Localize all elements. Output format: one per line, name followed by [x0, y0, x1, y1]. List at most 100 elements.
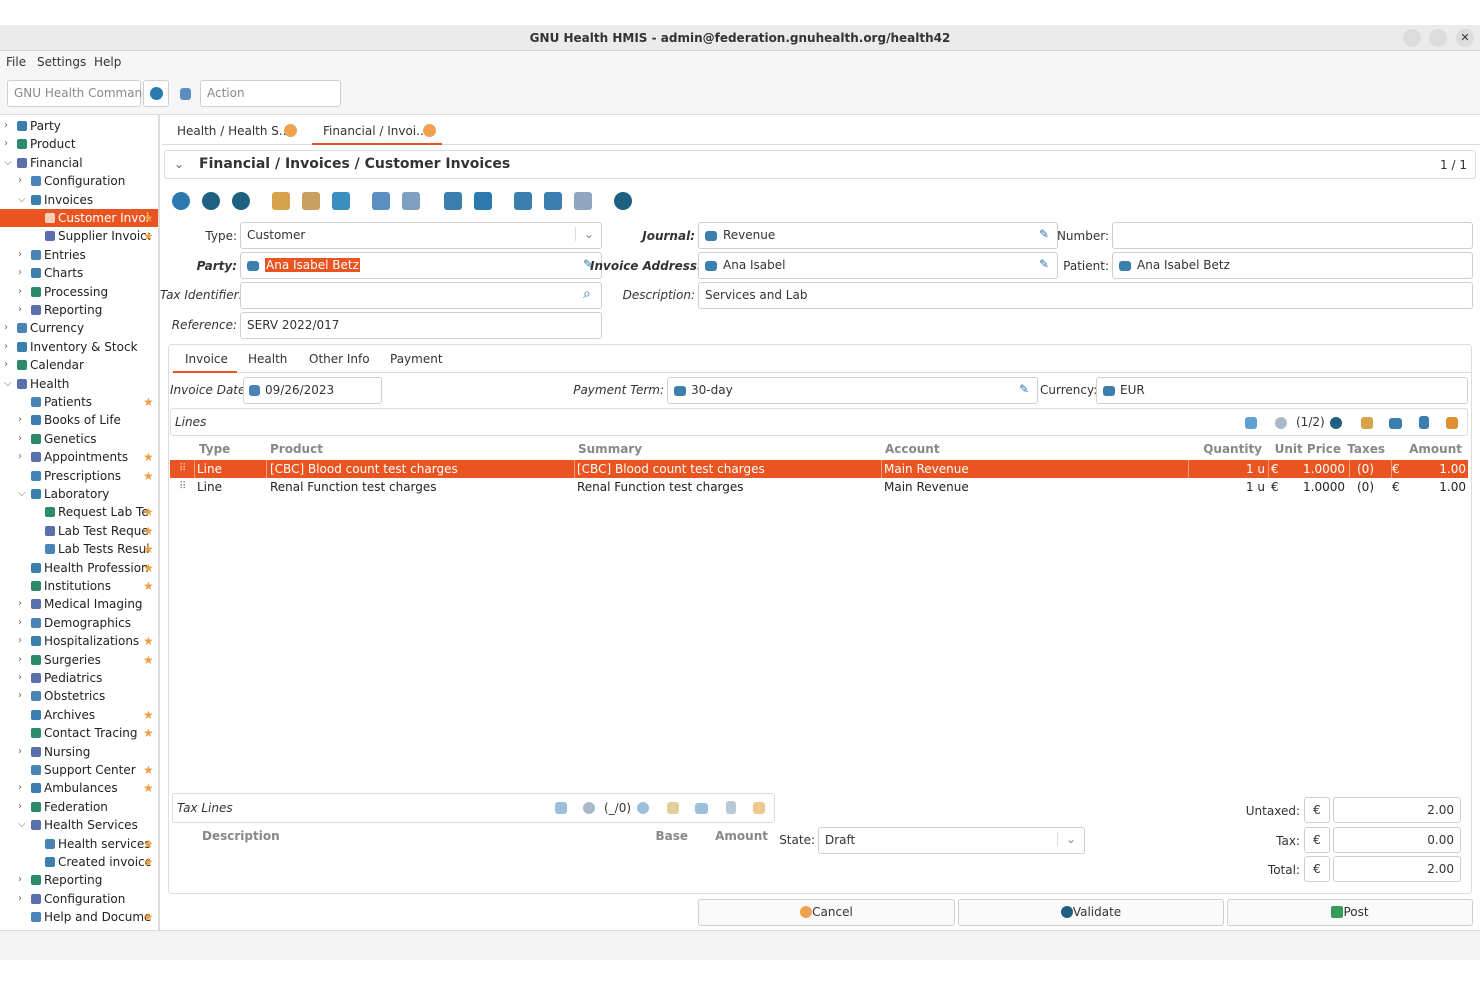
- clear-button[interactable]: ✎: [1039, 257, 1050, 271]
- expander[interactable]: ›: [18, 800, 22, 812]
- subtab[interactable]: Other Info: [309, 352, 370, 366]
- close-button[interactable]: ✕: [1456, 29, 1474, 47]
- menu-item[interactable]: Reporting: [44, 303, 103, 317]
- expander[interactable]: ›: [18, 414, 22, 426]
- menu-item[interactable]: Health: [30, 376, 70, 391]
- menu-item[interactable]: Pediatrics: [44, 671, 103, 685]
- next-button[interactable]: [1330, 417, 1342, 429]
- menu-item[interactable]: Reporting: [44, 873, 103, 888]
- expander[interactable]: ›: [18, 175, 22, 187]
- expander[interactable]: ›: [18, 782, 22, 794]
- menu-item[interactable]: Nursing: [44, 744, 91, 759]
- menu-item[interactable]: Financial: [30, 155, 83, 170]
- toolbar-button[interactable]: [172, 192, 190, 210]
- expander[interactable]: ⌵: [18, 488, 26, 499]
- next-button[interactable]: [637, 802, 649, 814]
- expander[interactable]: ›: [18, 304, 22, 315]
- menu-item[interactable]: Hospitalizations: [44, 634, 140, 649]
- expander[interactable]: ›: [18, 432, 22, 444]
- toolbar-button[interactable]: [402, 192, 420, 210]
- tab[interactable]: Health / Health S...: [177, 124, 291, 138]
- switch-button[interactable]: [1245, 417, 1257, 429]
- expander[interactable]: ⌵: [18, 193, 26, 205]
- expander[interactable]: ›: [4, 359, 8, 371]
- menu-item[interactable]: Ambulances: [44, 781, 118, 796]
- tab-close[interactable]: [423, 124, 436, 137]
- toolbar-button[interactable]: [444, 192, 462, 210]
- expander[interactable]: ›: [4, 120, 8, 131]
- menu-item[interactable]: Configuration: [44, 174, 126, 189]
- dropdown-arrow[interactable]: ⌄: [575, 227, 594, 241]
- expander[interactable]: ›: [18, 672, 22, 683]
- tab[interactable]: Financial / Invoi...: [323, 124, 428, 138]
- menu-item[interactable]: Request Lab Te: [58, 505, 149, 520]
- menu-item[interactable]: Invoices: [44, 192, 94, 207]
- cancel-button[interactable]: Cancel: [698, 899, 955, 926]
- expander[interactable]: ⌵: [4, 156, 12, 168]
- menu-item[interactable]: Genetics: [44, 431, 97, 446]
- toolbar-button[interactable]: [514, 192, 532, 210]
- menu-item[interactable]: Lab Test Reque: [58, 523, 149, 538]
- menu-item[interactable]: Surgeries: [44, 652, 101, 667]
- minimize-button[interactable]: [1403, 29, 1421, 47]
- toolbar-button[interactable]: [574, 192, 592, 210]
- clear-button[interactable]: ✎: [583, 257, 594, 271]
- expander[interactable]: ›: [18, 635, 22, 647]
- menu-item[interactable]: Support Center: [44, 763, 136, 777]
- edit-button[interactable]: [1361, 417, 1373, 429]
- tax-identifier-field[interactable]: ⌕: [240, 282, 602, 309]
- menu-item[interactable]: Entries: [44, 247, 86, 262]
- toolbar-button[interactable]: [474, 192, 492, 210]
- command-input[interactable]: GNU Health Command: [7, 80, 150, 107]
- menu-item[interactable]: Product: [30, 137, 76, 152]
- undo-button[interactable]: [1446, 417, 1458, 429]
- tab-close[interactable]: [284, 124, 297, 137]
- party-field[interactable]: Ana Isabel Betz ✎: [240, 252, 602, 279]
- toolbar-button[interactable]: [202, 192, 220, 210]
- collapse-toggle[interactable]: ⌄: [174, 157, 185, 171]
- toolbar-button[interactable]: [232, 192, 250, 210]
- delete-button[interactable]: [1419, 416, 1429, 429]
- menu-item[interactable]: Inventory & Stock: [30, 339, 138, 354]
- drag-handle[interactable]: ⠿: [179, 481, 187, 493]
- date-field[interactable]: 09/26/2023: [243, 377, 382, 404]
- delete-button[interactable]: [726, 801, 736, 814]
- expander[interactable]: ›: [18, 892, 22, 904]
- action-input[interactable]: Action: [200, 80, 341, 107]
- menu-item[interactable]: Processing: [44, 284, 109, 299]
- patient-field[interactable]: Ana Isabel Betz: [1112, 252, 1473, 279]
- expander[interactable]: ›: [18, 451, 22, 463]
- menu-item[interactable]: Prescriptions: [44, 468, 122, 483]
- menu-item[interactable]: Supplier Invoice: [58, 229, 150, 244]
- menu-item[interactable]: Customer Invoi: [58, 211, 150, 225]
- menu-item[interactable]: Appointments: [44, 450, 129, 465]
- expander[interactable]: ›: [18, 285, 22, 297]
- menu-item[interactable]: Contact Tracing: [44, 726, 138, 741]
- edit-button[interactable]: [667, 802, 679, 814]
- toolbar-button[interactable]: [272, 192, 290, 210]
- menu-item[interactable]: Patients: [44, 395, 93, 409]
- undo-button[interactable]: [753, 802, 765, 814]
- menu-item[interactable]: Institutions: [44, 579, 111, 593]
- toolbar-button[interactable]: [332, 192, 350, 210]
- menu-item[interactable]: Help and Documer: [44, 910, 150, 925]
- expander[interactable]: ›: [18, 598, 22, 610]
- menu-item[interactable]: Created invoice: [58, 855, 150, 869]
- post-button[interactable]: Post: [1227, 899, 1473, 926]
- menu-item[interactable]: Settings: [37, 55, 87, 69]
- description-field[interactable]: Services and Lab: [698, 282, 1473, 309]
- expander[interactable]: ›: [4, 322, 8, 334]
- expander[interactable]: ›: [18, 248, 22, 260]
- menu-item[interactable]: Calendar: [30, 358, 84, 373]
- expander[interactable]: ›: [18, 745, 22, 757]
- clear-button[interactable]: ✎: [1039, 227, 1050, 241]
- menu-item[interactable]: Configuration: [44, 891, 126, 906]
- toolbar-button[interactable]: [302, 192, 320, 210]
- menu-item[interactable]: File: [6, 55, 27, 69]
- expander[interactable]: ›: [18, 874, 22, 886]
- menu-item[interactable]: Laboratory: [44, 487, 110, 501]
- menu-item[interactable]: Lab Tests Resul: [58, 542, 150, 557]
- subtab[interactable]: Invoice: [185, 352, 228, 366]
- menu-item[interactable]: Obstetrics: [44, 689, 106, 704]
- expander[interactable]: ›: [18, 267, 22, 279]
